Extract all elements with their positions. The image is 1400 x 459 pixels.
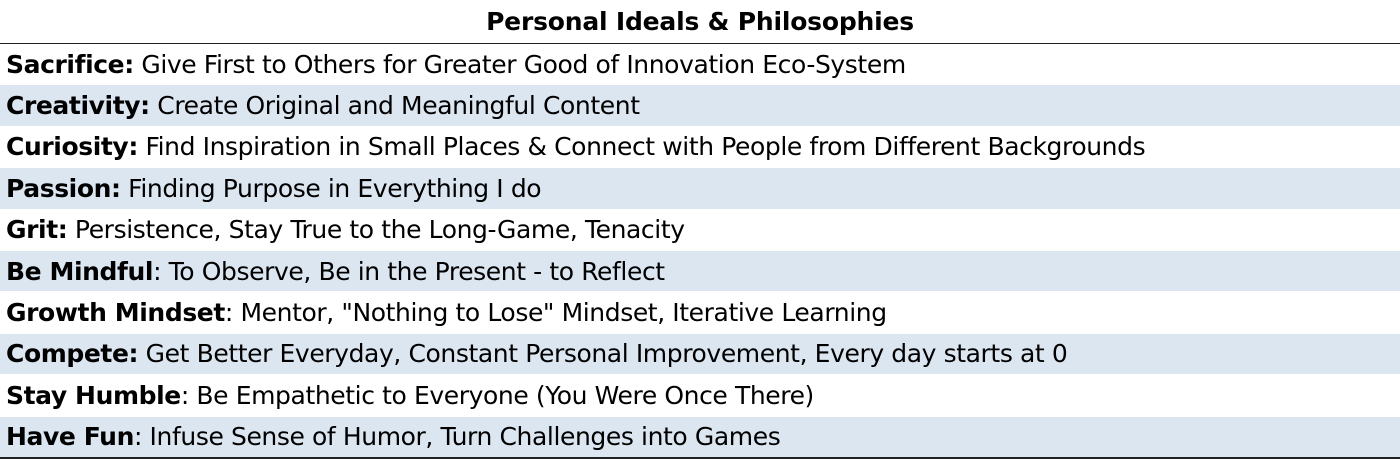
row-text: : Mentor, "Nothing to Lose" Mindset, Ite…	[224, 298, 887, 328]
row-text: : Infuse Sense of Humor, Turn Challenges…	[133, 422, 781, 452]
row-label: Sacrifice:	[6, 49, 134, 79]
table-row: Have Fun: Infuse Sense of Humor, Turn Ch…	[0, 416, 1400, 458]
table-body: Sacrifice: Give First to Others for Grea…	[0, 44, 1400, 458]
row-label: Curiosity:	[6, 132, 138, 162]
row-text: Get Better Everyday, Constant Personal I…	[138, 339, 1068, 369]
table-row: Creativity: Create Original and Meaningf…	[0, 85, 1400, 127]
row-text: : Be Empathetic to Everyone (You Were On…	[180, 380, 814, 410]
row-label: Growth Mindset	[6, 298, 225, 328]
table-row: Grit: Persistence, Stay True to the Long…	[0, 209, 1400, 251]
row-text: Create Original and Meaningful Content	[149, 91, 640, 121]
table-row: Growth Mindset: Mentor, "Nothing to Lose…	[0, 292, 1400, 334]
row-label: Be Mindful	[6, 256, 154, 286]
row-text: Finding Purpose in Everything I do	[120, 173, 542, 203]
table-row: Compete: Get Better Everyday, Constant P…	[0, 333, 1400, 376]
table-row: Stay Humble: Be Empathetic to Everyone (…	[0, 375, 1400, 417]
row-label: Passion:	[6, 173, 121, 203]
table-row: Curiosity: Find Inspiration in Small Pla…	[0, 126, 1400, 169]
row-text: Find Inspiration in Small Places & Conne…	[137, 132, 1146, 162]
table-row: Be Mindful: To Observe, Be in the Presen…	[0, 250, 1400, 293]
row-label: Compete:	[6, 339, 139, 369]
table-row: Passion: Finding Purpose in Everything I…	[0, 168, 1400, 210]
row-label: Have Fun	[6, 422, 134, 452]
row-text: Persistence, Stay True to the Long-Game,…	[67, 215, 685, 245]
bottom-border	[0, 457, 1400, 459]
row-text: : To Observe, Be in the Present - to Ref…	[153, 256, 665, 286]
row-label: Grit:	[6, 215, 68, 245]
row-label: Stay Humble	[6, 380, 181, 410]
row-text: Give First to Others for Greater Good of…	[133, 49, 906, 79]
table-title: Personal Ideals & Philosophies	[0, 0, 1400, 44]
row-label: Creativity:	[6, 91, 150, 121]
table-row: Sacrifice: Give First to Others for Grea…	[0, 44, 1400, 86]
